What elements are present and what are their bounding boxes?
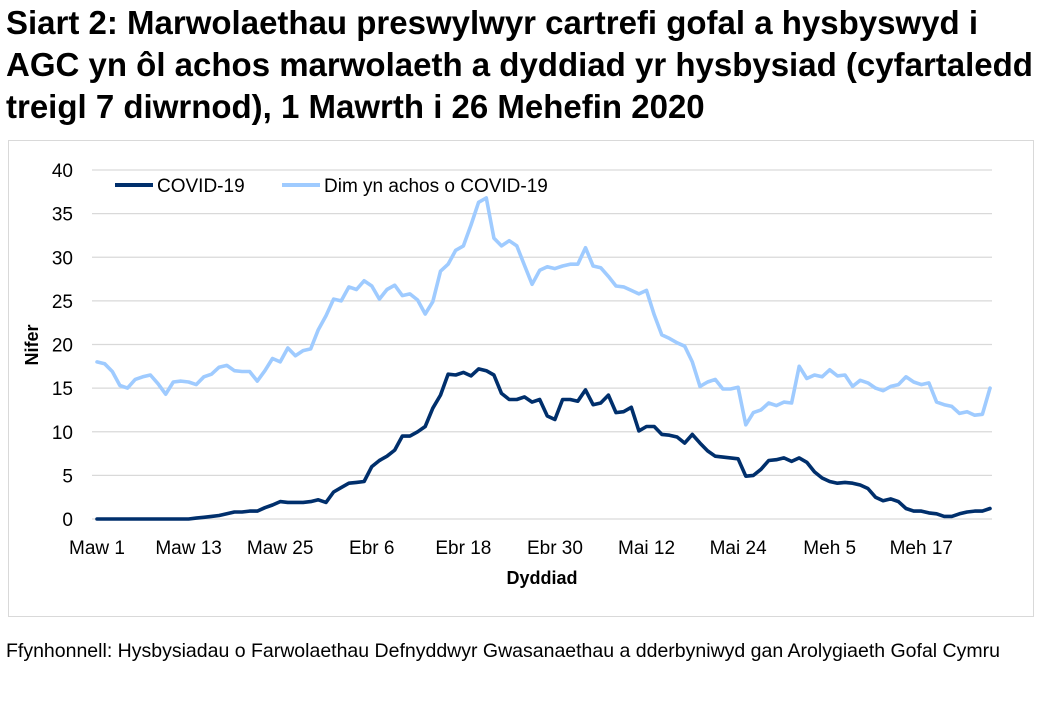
x-tick-label: Ebr 30	[527, 538, 583, 559]
y-axis-label: Nifer	[22, 324, 42, 365]
x-tick-label: Mai 24	[710, 538, 767, 559]
y-tick-label: 0	[62, 510, 73, 531]
series-line-covid	[95, 367, 992, 521]
chart-area	[8, 140, 1034, 617]
x-axis-ticks: Maw 1 Maw 13 Maw 25 Ebr 6 Ebr 18 Ebr 30 Mai 12…	[69, 538, 953, 559]
series-lines	[95, 196, 992, 521]
source-note: Ffynhonnell: Hysbysiadau o Farwolaethau …	[6, 640, 1000, 662]
legend: COVID-19 Dim yn achos o COVID-19	[115, 176, 548, 197]
x-tick-label: Maw 25	[247, 538, 314, 559]
y-axis-ticks: 0 5 10 15 20 25 30 35 40	[52, 161, 73, 531]
gridlines	[92, 169, 992, 477]
y-tick-label: 20	[52, 336, 73, 357]
x-tick-label: Ebr 18	[435, 538, 491, 559]
y-tick-label: 40	[52, 161, 73, 182]
y-tick-label: 30	[52, 248, 73, 269]
x-tick-label: Meh 17	[890, 538, 953, 559]
x-tick-label: Ebr 6	[349, 538, 394, 559]
x-tick-label: Maw 13	[155, 538, 222, 559]
x-tick-label: Maw 1	[69, 538, 125, 559]
y-tick-label: 35	[52, 205, 73, 226]
legend-label-covid: COVID-19	[157, 176, 245, 197]
y-tick-label: 5	[62, 466, 73, 487]
x-axis-label: Dyddiad	[506, 568, 577, 588]
y-tick-label: 25	[52, 292, 73, 313]
y-tick-label: 10	[52, 423, 73, 444]
legend-label-non-covid: Dim yn achos o COVID-19	[324, 176, 548, 197]
chart-title: Siart 2: Marwolaethau preswylwyr cartref…	[6, 4, 1033, 125]
series-line-non-covid	[95, 196, 992, 427]
x-tick-label: Mai 12	[618, 538, 675, 559]
x-tick-label: Meh 5	[803, 538, 856, 559]
y-tick-label: 15	[52, 379, 73, 400]
